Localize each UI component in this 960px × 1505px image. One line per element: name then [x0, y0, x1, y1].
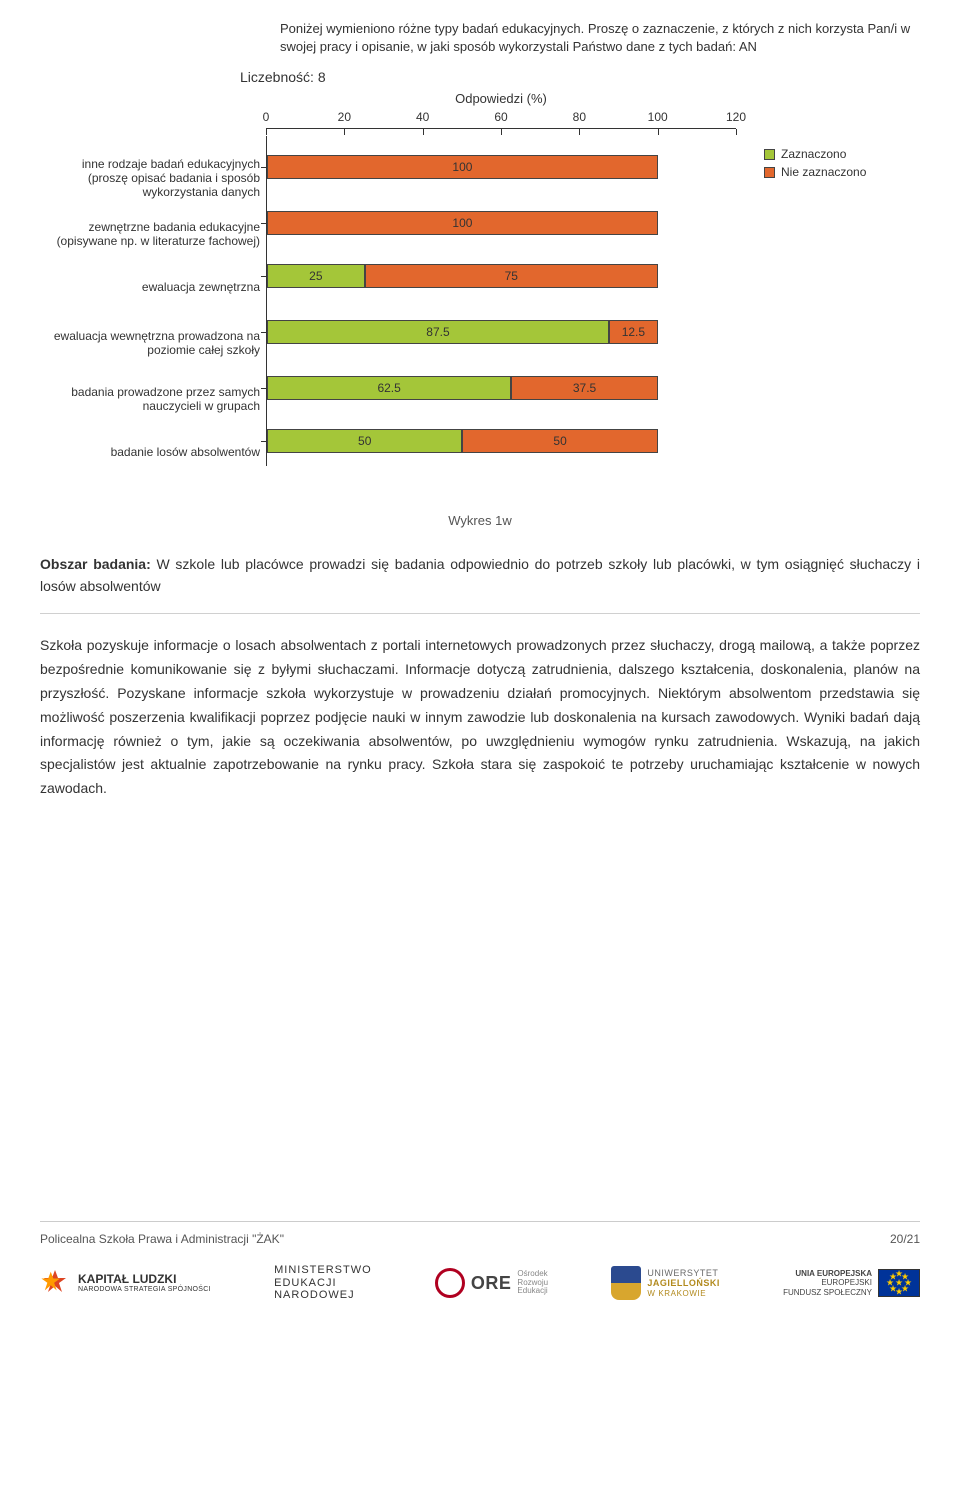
logo-uj: UNIWERSYTET JAGIELLOŃSKI W KRAKOWIE [611, 1266, 720, 1300]
page-footer: Policealna Szkoła Prawa i Administracji … [40, 1221, 920, 1264]
chart-caption: Wykres 1w [40, 513, 920, 528]
section-heading: Obszar badania: W szkole lub placówce pr… [40, 554, 920, 597]
y-axis-label: badanie losów absolwentów [40, 427, 266, 477]
bar-segment: 100 [267, 211, 658, 235]
logo-text: ORE [471, 1273, 512, 1294]
axis-tick: 0 [263, 110, 270, 124]
footer-page: 20/21 [890, 1232, 920, 1246]
axis-title: Odpowiedzi (%) [266, 91, 736, 106]
logo-text: JAGIELLOŃSKI [647, 1278, 720, 1288]
legend-swatch [764, 167, 775, 178]
y-axis-label: zewnętrzne badania edukacyjne (opisywane… [40, 209, 266, 259]
bar-segment: 37.5 [511, 376, 658, 400]
chart-row: 62.537.5 [267, 360, 736, 416]
logo-text: MINISTERSTWO [274, 1264, 372, 1277]
chart-count: Liczebność: 8 [240, 69, 920, 85]
bar-segment: 50 [267, 429, 462, 453]
logo-bar: KAPITAŁ LUDZKI NARODOWA STRATEGIA SPÓJNO… [0, 1264, 960, 1328]
axis-tick: 40 [416, 110, 429, 124]
bar-segment: 50 [462, 429, 657, 453]
logo-ore: ORE OśrodekRozwojuEdukacji [435, 1268, 548, 1298]
logo-text: W KRAKOWIE [647, 1289, 720, 1298]
chart-row: 87.512.5 [267, 304, 736, 360]
person-star-icon [40, 1268, 70, 1298]
chart: inne rodzaje badań edukacyjnych (proszę … [40, 91, 920, 477]
axis-tick: 100 [648, 110, 668, 124]
circle-icon [435, 1268, 465, 1298]
y-axis-label: badania prowadzone przez samych nauczyci… [40, 371, 266, 427]
logo-text: UNIWERSYTET [647, 1268, 720, 1278]
heading-rest: W szkole lub placówce prowadzi się badan… [40, 556, 920, 594]
legend-swatch [764, 149, 775, 160]
logo-text: FUNDUSZ SPOŁECZNY [783, 1288, 872, 1297]
axis-tick: 120 [726, 110, 746, 124]
heading-bold: Obszar badania: [40, 556, 156, 572]
logo-text: NARODOWEJ [274, 1289, 372, 1302]
shield-icon [611, 1266, 641, 1300]
y-axis-label: ewaluacja zewnętrzna [40, 259, 266, 315]
logo-subtext: OśrodekRozwojuEdukacji [517, 1270, 548, 1296]
bar-segment: 75 [365, 264, 658, 288]
legend-item: Nie zaznaczono [764, 165, 916, 179]
chart-intro: Poniżej wymieniono różne typy badań eduk… [280, 20, 920, 55]
legend: Zaznaczono Nie zaznaczono [736, 91, 916, 183]
chart-row: 100 [267, 198, 736, 248]
axis-tick: 80 [573, 110, 586, 124]
chart-row: 2575 [267, 248, 736, 304]
logo-men: MINISTERSTWO EDUKACJI NARODOWEJ [274, 1264, 372, 1302]
logo-text: UNIA EUROPEJSKA [783, 1269, 872, 1278]
axis-tick: 20 [338, 110, 351, 124]
eu-flag-icon [878, 1269, 920, 1297]
divider [40, 613, 920, 614]
bar-segment: 25 [267, 264, 365, 288]
logo-kapital-ludzki: KAPITAŁ LUDZKI NARODOWA STRATEGIA SPÓJNO… [40, 1268, 211, 1298]
logo-subtext: NARODOWA STRATEGIA SPÓJNOŚCI [78, 1286, 211, 1293]
y-axis-label: ewaluacja wewnętrzna prowadzona na pozio… [40, 315, 266, 371]
legend-label: Zaznaczono [781, 147, 846, 161]
footer-left: Policealna Szkoła Prawa i Administracji … [40, 1232, 284, 1246]
legend-item: Zaznaczono [764, 147, 916, 161]
axis-tick: 60 [494, 110, 507, 124]
logo-text: EDUKACJI [274, 1277, 372, 1290]
bar-segment: 62.5 [267, 376, 511, 400]
y-axis-label: inne rodzaje badań edukacyjnych (proszę … [40, 147, 266, 209]
bar-segment: 12.5 [609, 320, 658, 344]
body-paragraph: Szkoła pozyskuje informacje o losach abs… [40, 634, 920, 801]
chart-row: 5050 [267, 416, 736, 466]
logo-text: KAPITAŁ LUDZKI [78, 1273, 211, 1286]
legend-label: Nie zaznaczono [781, 165, 866, 179]
bar-segment: 100 [267, 155, 658, 179]
bar-segment: 87.5 [267, 320, 609, 344]
logo-text: EUROPEJSKI [783, 1278, 872, 1287]
chart-row: 100 [267, 136, 736, 198]
logo-eu: UNIA EUROPEJSKA EUROPEJSKI FUNDUSZ SPOŁE… [783, 1269, 920, 1297]
